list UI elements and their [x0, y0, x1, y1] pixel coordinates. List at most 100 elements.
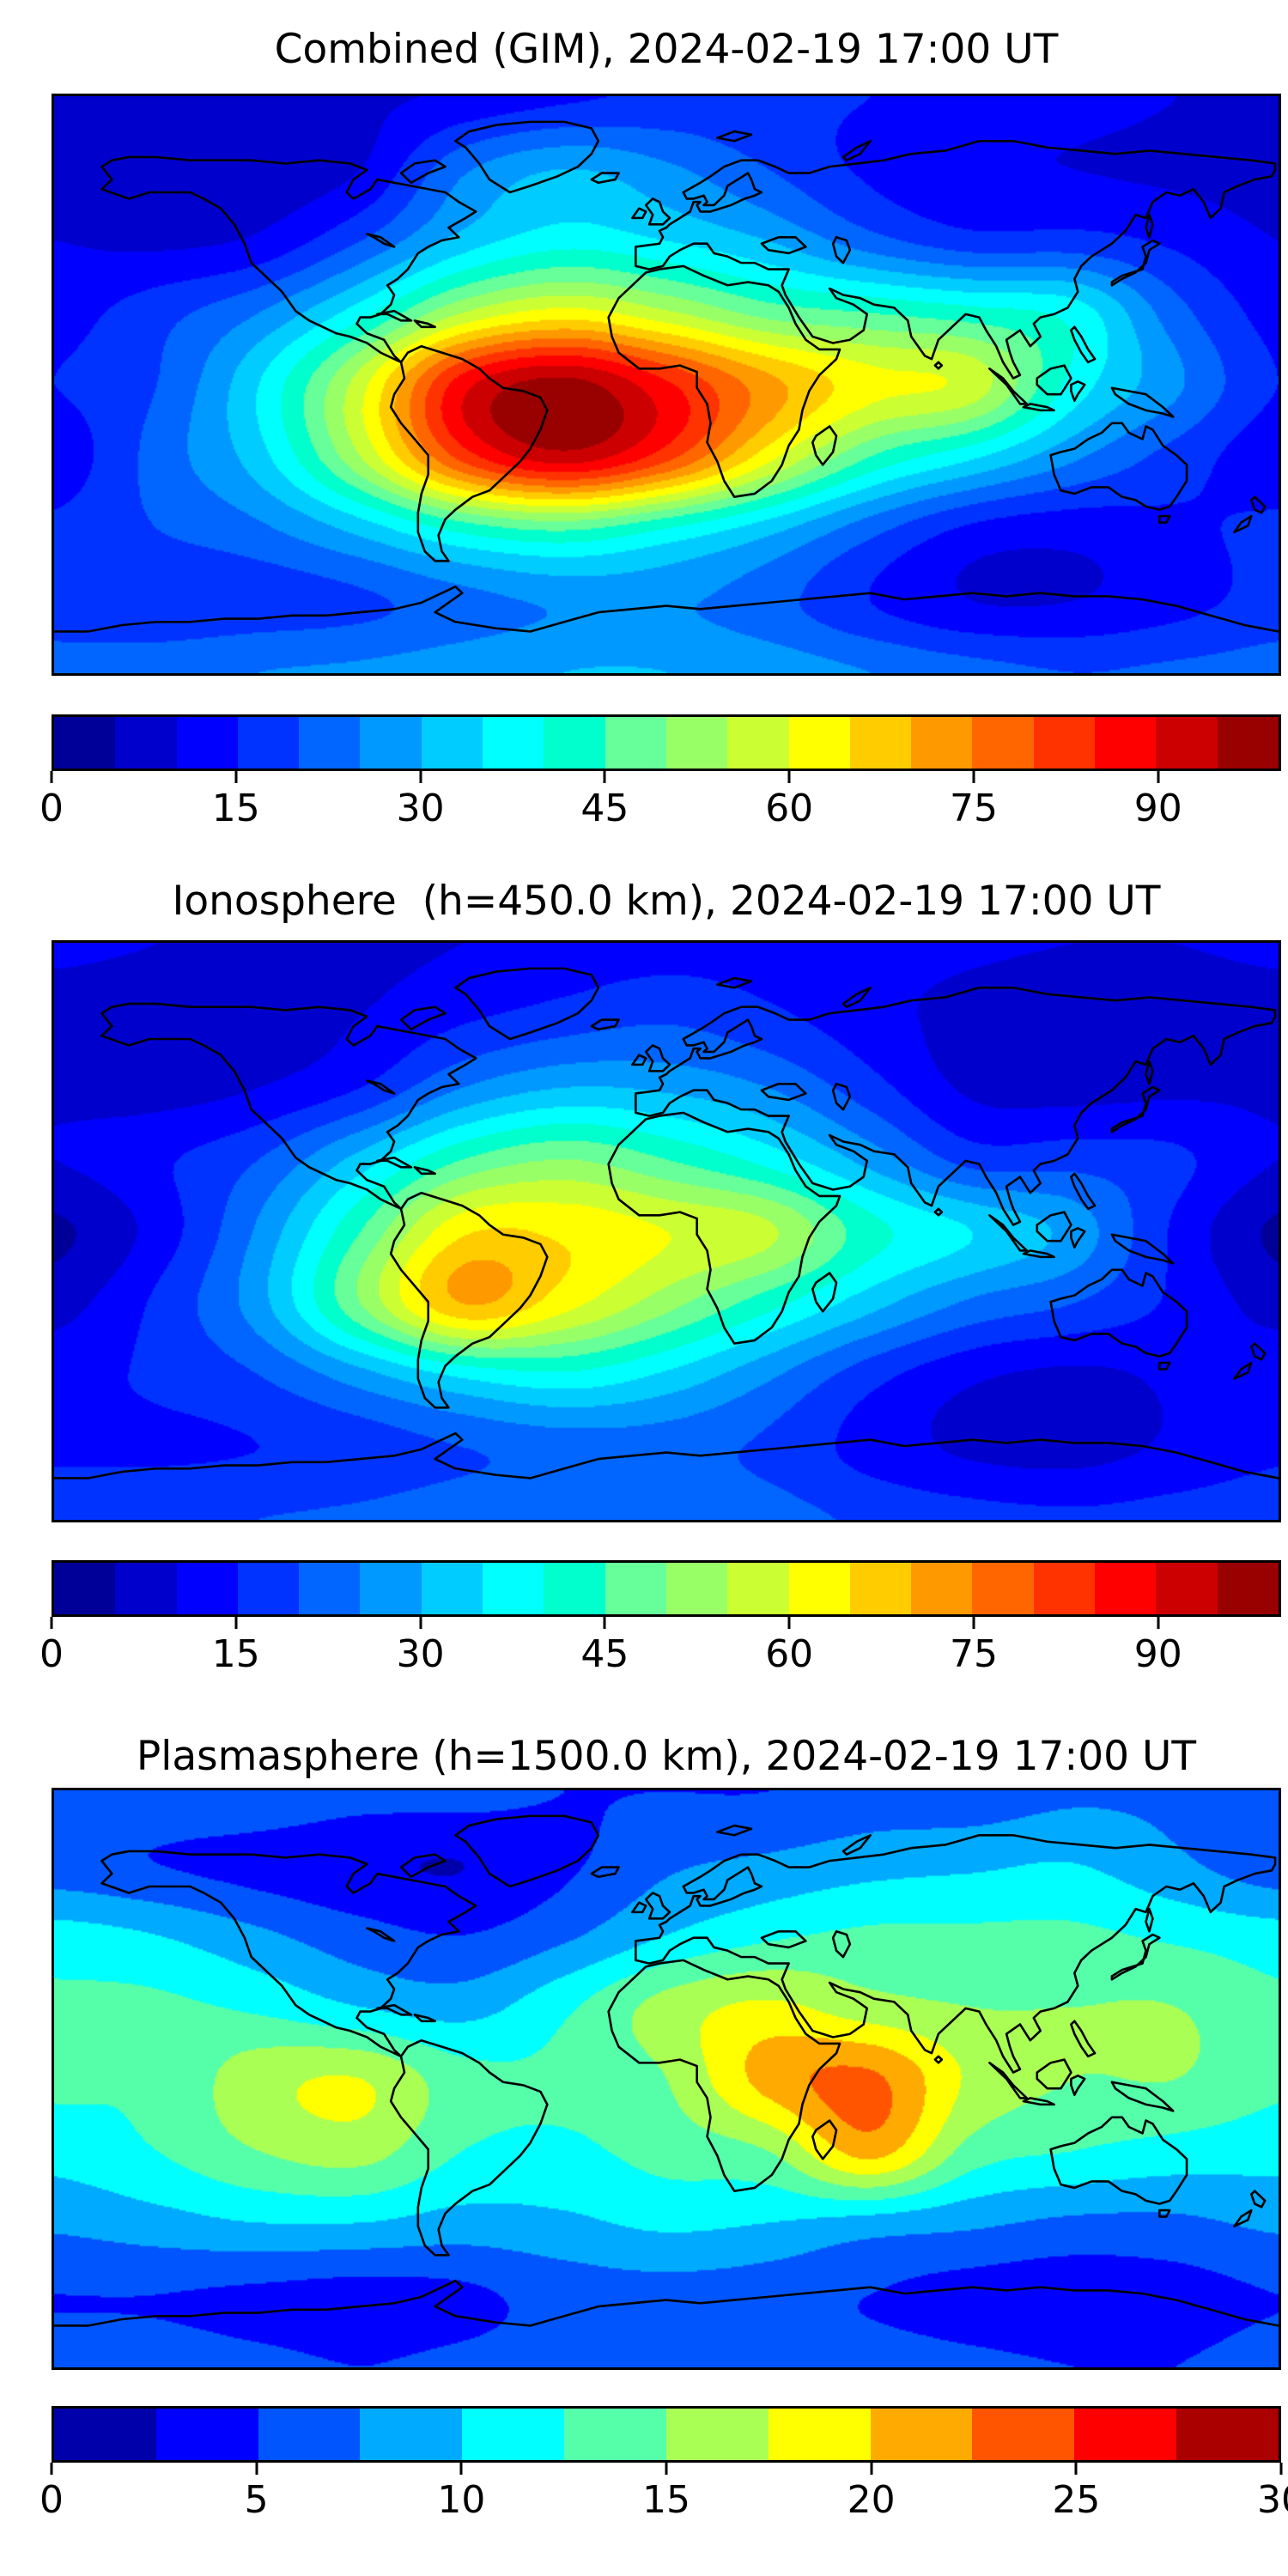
- map-plot-area-combined: [52, 94, 1281, 676]
- colorbar-tick: [972, 1617, 975, 1629]
- coastline-path: [1112, 1935, 1159, 1979]
- coastline-path: [1024, 2098, 1054, 2104]
- colorbar-segment: [1156, 1563, 1218, 1614]
- colorbar-segment: [155, 2409, 258, 2460]
- coastline-path: [1071, 2021, 1095, 2057]
- colorbar-segment: [360, 717, 422, 769]
- coastline-path: [609, 1113, 840, 1344]
- panel-title-plasmasphere: Plasmasphere (h=1500.0 km), 2024-02-19 1…: [136, 1733, 1197, 1780]
- coastline-overlay: [54, 1790, 1279, 2367]
- coastline-path: [1071, 381, 1084, 400]
- colorbar-segment: [1033, 717, 1096, 769]
- coastline-path: [1159, 2210, 1170, 2216]
- coastline-path: [1112, 2082, 1173, 2111]
- colorbar-tick-labels-plasmasphere: 0 5 10 15 20 25 30: [39, 2478, 1288, 2523]
- coastline-path: [635, 141, 1275, 378]
- colorbar-plasmasphere: [52, 2406, 1281, 2463]
- coastline-path: [367, 234, 394, 247]
- coastline-path: [833, 237, 850, 263]
- colorbar-segment: [870, 2409, 973, 2460]
- coastline-path: [401, 1007, 445, 1030]
- coastline-path: [635, 1835, 1275, 2072]
- colorbar-tick: [50, 771, 53, 783]
- coastline-path: [1051, 423, 1187, 510]
- coastline-path: [812, 2121, 836, 2160]
- coastline-path: [989, 2063, 1027, 2098]
- colorbar-tick-label: 15: [642, 2478, 690, 2522]
- coastline-path: [377, 2005, 411, 2014]
- coastline-path: [367, 1081, 394, 1094]
- colorbar-segment: [972, 717, 1034, 769]
- coastline-path: [1051, 2117, 1187, 2204]
- colorbar-tick-label: 75: [950, 787, 998, 830]
- colorbar-tick: [665, 2463, 668, 2475]
- coastline-path: [635, 987, 1275, 1224]
- coastline-path: [717, 1826, 751, 1835]
- coastline-path: [1235, 1363, 1252, 1379]
- coastline-path: [1071, 1174, 1095, 1209]
- colorbar-segment: [1217, 1563, 1279, 1614]
- map-plot-area-ionosphere: [52, 940, 1281, 1522]
- panel-title-combined: Combined (GIM), 2024-02-19 17:00 UT: [274, 26, 1059, 73]
- colorbar-tick: [1157, 1617, 1160, 1629]
- colorbar-segment: [665, 717, 728, 769]
- colorbar-segment: [54, 717, 116, 769]
- coastline-path: [1024, 404, 1054, 410]
- coastline-path: [717, 131, 751, 141]
- colorbar-segment: [1176, 2409, 1279, 2460]
- colorbar-segment: [1217, 717, 1279, 769]
- coastline-path: [391, 2040, 547, 2255]
- colorbar-tick: [419, 771, 422, 783]
- colorbar-tick-label: 90: [1133, 1632, 1182, 1676]
- colorbar-tick: [1074, 2463, 1078, 2475]
- colorbar-ticks-plasmasphere: [50, 2463, 1283, 2475]
- coastline-path: [1112, 388, 1173, 417]
- colorbar-tick: [255, 2463, 258, 2475]
- colorbar-tick-labels-combined: 0 15 30 45 60 75 90: [39, 787, 1281, 831]
- colorbar-segment: [564, 2409, 666, 2460]
- coastline-path: [935, 362, 942, 368]
- colorbar-tick: [787, 1617, 791, 1629]
- colorbar-segment: [849, 1563, 912, 1614]
- coastline-path: [632, 1055, 646, 1065]
- coastline-path: [1037, 1212, 1072, 1242]
- coastline-path: [1251, 1344, 1265, 1360]
- colorbar-tick-label: 60: [765, 1632, 814, 1676]
- coastline-path: [762, 1931, 805, 1947]
- colorbar-segment: [360, 2409, 463, 2460]
- colorbar-segment: [360, 1563, 422, 1614]
- coastline-path: [1024, 1250, 1054, 1256]
- colorbar-segment: [176, 717, 238, 769]
- coastline-path: [632, 1903, 646, 1912]
- coastline-path: [843, 987, 871, 1006]
- coastline-path: [455, 1816, 598, 1886]
- coastline-path: [762, 237, 805, 253]
- colorbar-tick: [50, 2463, 53, 2475]
- colorbar-segment: [1095, 1563, 1157, 1614]
- coastline-path: [646, 1893, 670, 1918]
- colorbar-tick: [870, 2463, 873, 2475]
- coastline-path: [1251, 2191, 1265, 2208]
- colorbar-segment: [115, 717, 177, 769]
- coastline-path: [401, 1855, 445, 1877]
- colorbar-tick: [234, 771, 238, 783]
- coastline-path: [415, 320, 435, 326]
- map-plot-area-plasmasphere: [52, 1788, 1281, 2370]
- coastline-path: [935, 1209, 942, 1215]
- colorbar-tick-label: 0: [39, 2478, 64, 2522]
- colorbar-tick: [1157, 771, 1160, 783]
- coastline-path: [1037, 366, 1072, 395]
- colorbar-tick-label: 30: [1257, 2478, 1288, 2522]
- colorbar-tick-label: 30: [396, 1632, 445, 1676]
- colorbar-tick: [1279, 2463, 1283, 2475]
- coastline-path: [1235, 516, 1252, 532]
- colorbar-segment: [544, 1563, 605, 1614]
- coastline-path: [101, 1851, 476, 2057]
- colorbar-combined: [52, 714, 1281, 771]
- colorbar-segment: [972, 2409, 1075, 2460]
- colorbar-tick-label: 5: [244, 2478, 269, 2522]
- colorbar-tick-label: 15: [211, 787, 260, 830]
- colorbar-tick-label: 45: [580, 1632, 629, 1676]
- coastline-path: [401, 161, 445, 183]
- coastline-path: [101, 1004, 476, 1209]
